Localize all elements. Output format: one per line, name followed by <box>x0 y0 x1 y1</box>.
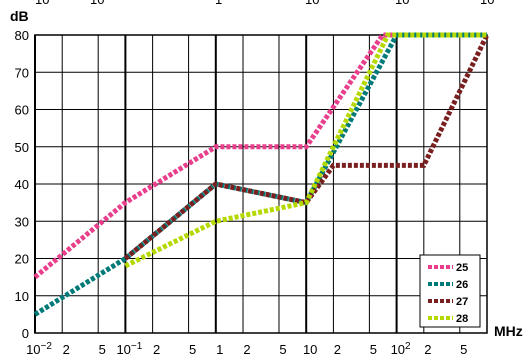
series-25-line <box>33 32 487 280</box>
cut-off-top-labels: 10 10 1 10 10 10 <box>35 0 494 7</box>
top-cut-label: 10 <box>90 0 104 7</box>
x-tick-label: 2 <box>63 342 70 357</box>
series-26-line <box>33 32 487 317</box>
y-tick-label: 20 <box>15 252 29 267</box>
top-cut-label: 10 <box>35 0 49 7</box>
series-28-line <box>124 32 487 269</box>
x-tick-label: 2 <box>153 342 160 357</box>
x-tick-label: 5 <box>189 342 196 357</box>
legend-label-25: 25 <box>456 262 468 274</box>
top-cut-label: 10 <box>395 0 409 7</box>
top-cut-label: 1 <box>215 0 222 7</box>
legend-label-28: 28 <box>456 313 468 325</box>
series-27-line <box>123 33 490 261</box>
x-tick-label: 2 <box>424 342 431 357</box>
x-tick-label: 10 <box>303 342 317 357</box>
y-tick-label: 70 <box>15 65 29 80</box>
x-tick-label: 10−2 <box>26 341 52 357</box>
x-tick-label: 5 <box>279 342 286 357</box>
x-tick-label: 5 <box>460 342 467 357</box>
y-tick-label: 10 <box>15 289 29 304</box>
top-cut-label: 10 <box>480 0 494 7</box>
y-tick-label: 60 <box>15 103 29 118</box>
y-tick-label: 40 <box>15 177 29 192</box>
x-tick-label: 1 <box>216 342 223 357</box>
y-tick-label: 0 <box>22 326 29 341</box>
y-tick-label: 80 <box>15 28 29 43</box>
plot-frame <box>34 34 488 334</box>
x-axis-title: MHz <box>494 323 523 339</box>
grid <box>34 34 488 334</box>
legend-label-26: 26 <box>456 279 468 291</box>
series-lines <box>33 32 490 317</box>
y-axis-title: dB <box>10 8 29 24</box>
y-tick-label: 50 <box>15 140 29 155</box>
legend: 25 26 27 28 <box>419 254 481 328</box>
x-tick-label: 5 <box>370 342 377 357</box>
x-tick-label: 10−1 <box>116 341 142 357</box>
legend-label-27: 27 <box>456 296 468 308</box>
top-cut-label: 10 <box>305 0 319 7</box>
x-tick-label: 2 <box>334 342 341 357</box>
y-tick-label: 30 <box>15 214 29 229</box>
x-tick-label: 102 <box>391 341 411 357</box>
x-tick-label: 2 <box>243 342 250 357</box>
x-tick-label: 5 <box>99 342 106 357</box>
